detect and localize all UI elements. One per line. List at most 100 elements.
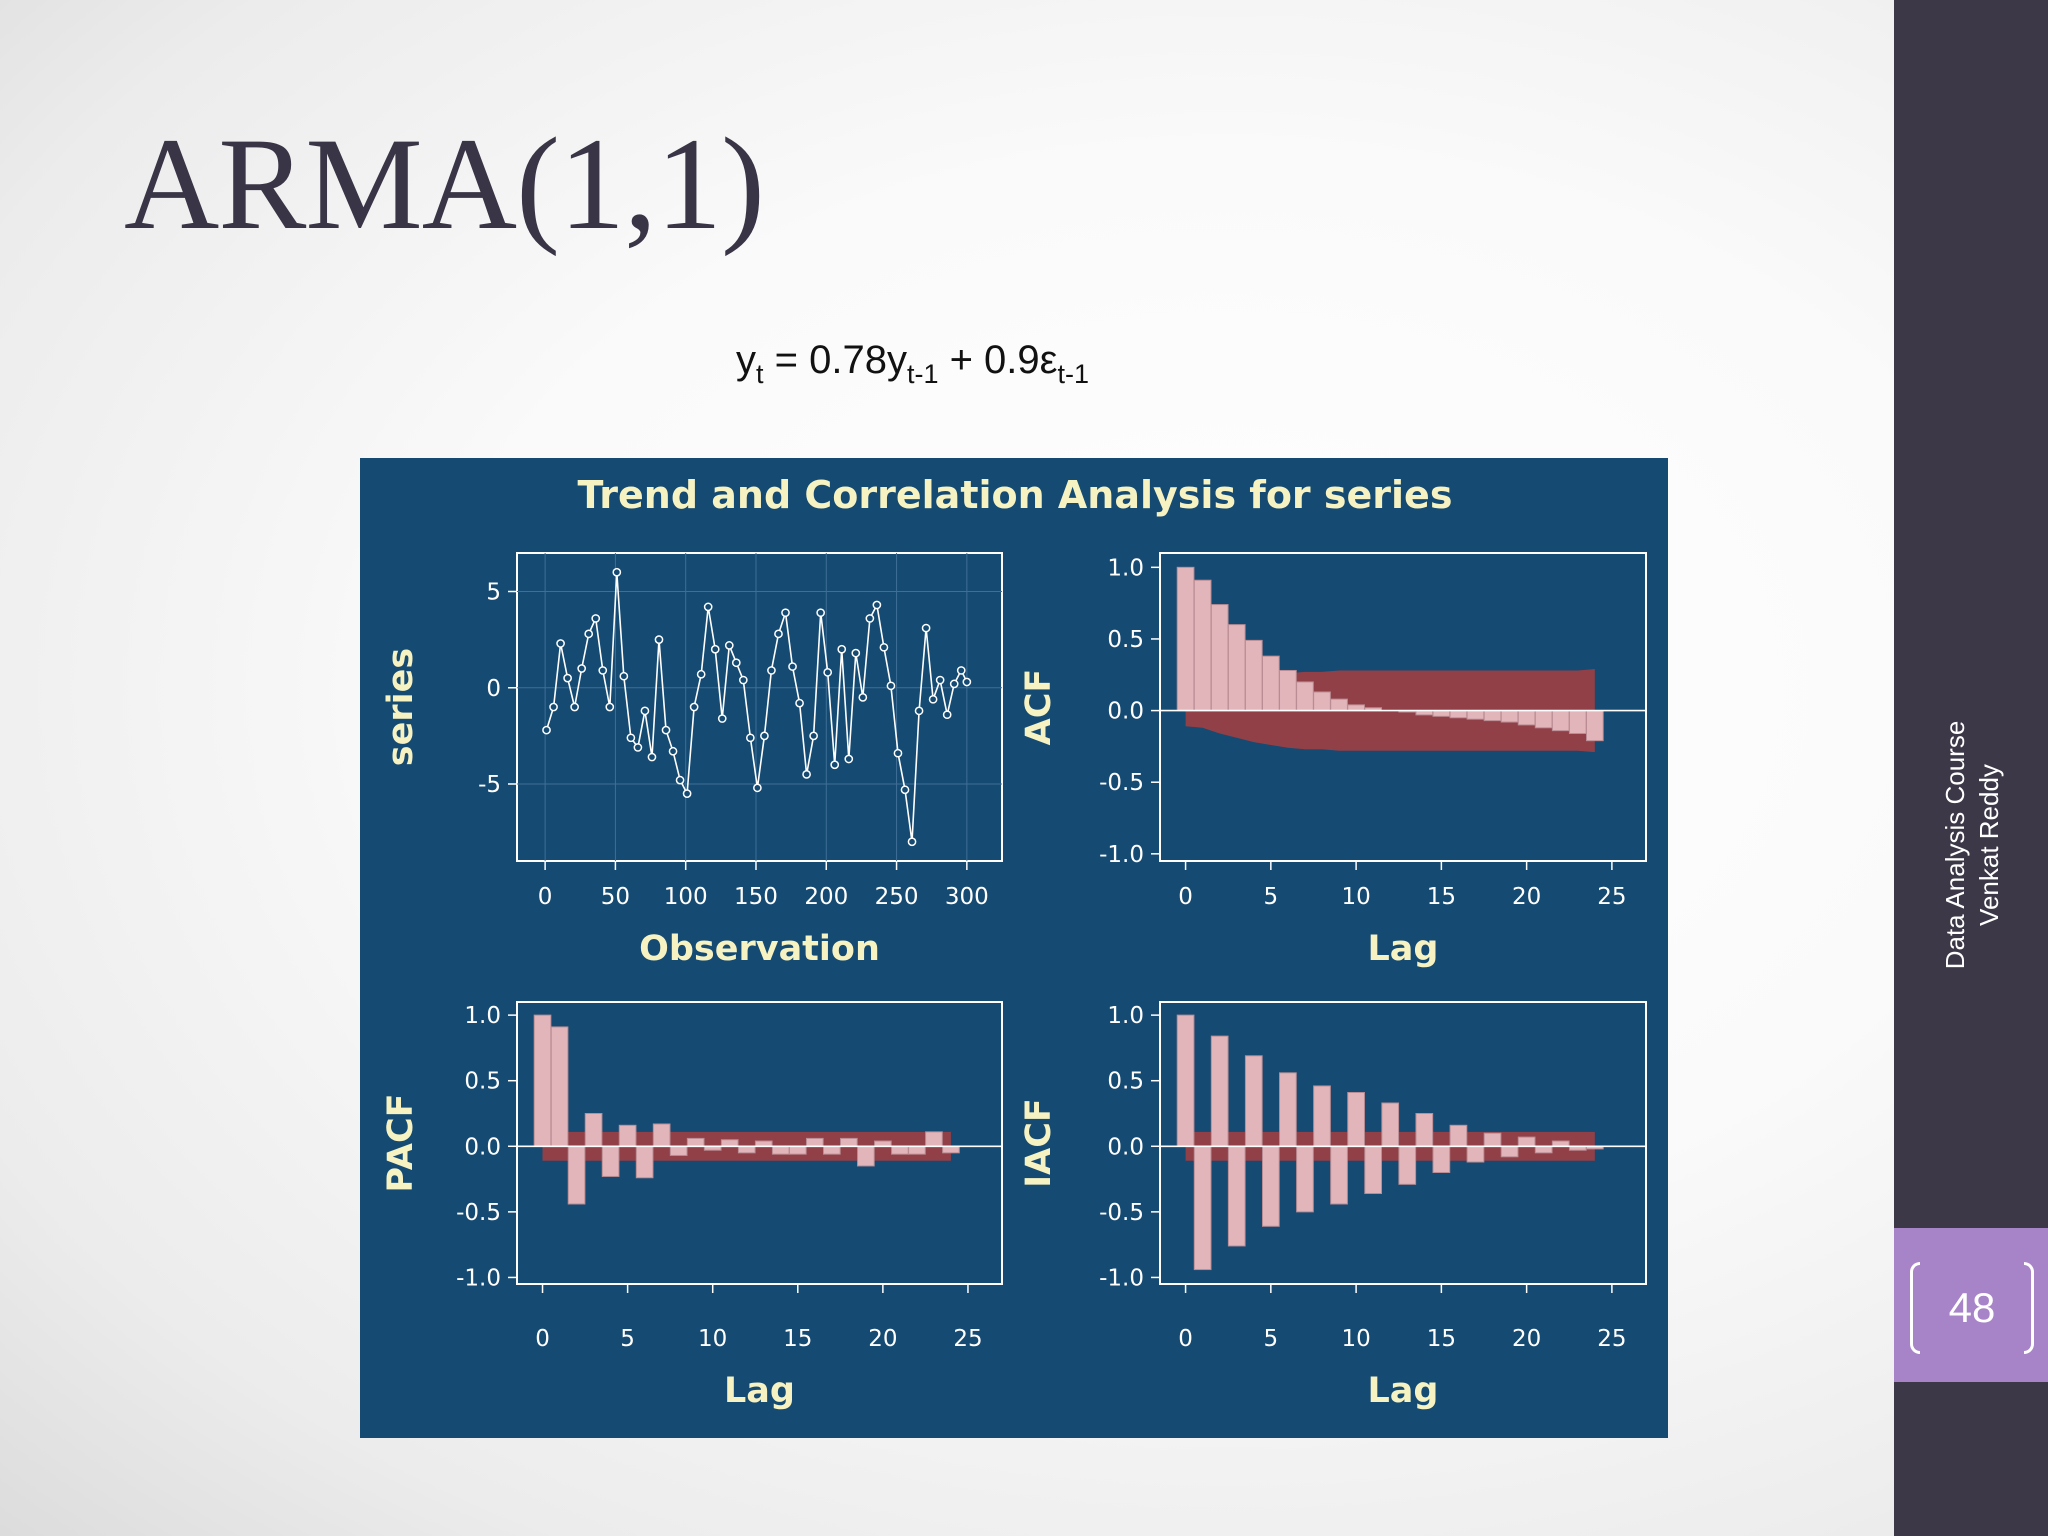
series-point	[746, 733, 755, 743]
page-bracket-left	[1910, 1262, 1920, 1354]
correlation-bar	[1347, 1092, 1365, 1147]
correlation-bar	[1210, 604, 1229, 712]
equation-ma-term: + 0.9ε	[938, 338, 1058, 382]
correlation-bar	[788, 1145, 807, 1155]
series-point	[879, 642, 889, 652]
correlation-bar	[652, 1123, 671, 1147]
correlation-bar	[1432, 710, 1451, 717]
series-point	[837, 644, 847, 654]
correlation-bar	[1415, 1112, 1434, 1147]
plot-frame	[516, 552, 1003, 862]
correlation-bar	[1551, 710, 1570, 732]
correlation-bar	[1261, 655, 1280, 712]
series-point	[774, 629, 783, 639]
series-point	[542, 725, 551, 735]
correlation-bar	[1227, 624, 1246, 712]
series-point	[633, 743, 643, 752]
x-tick-label: 10	[698, 1326, 727, 1352]
correlation-bar	[1176, 1014, 1195, 1147]
course-name: Data Analysis Course	[1940, 720, 1970, 970]
correlation-bar	[1210, 1035, 1229, 1147]
correlation-bar	[1193, 579, 1212, 712]
series-point	[907, 837, 917, 847]
page-number: 48	[1948, 1284, 1996, 1331]
equation-sub-t1-b: t-1	[1057, 359, 1090, 389]
x-tick-label: 5	[1264, 884, 1279, 910]
series-point	[851, 648, 861, 658]
series-point	[802, 770, 811, 779]
correlation-bar	[857, 1145, 875, 1167]
correlation-bar	[1534, 710, 1553, 729]
correlation-bar	[584, 1112, 603, 1147]
series-point	[668, 746, 678, 756]
series-point	[689, 702, 699, 712]
y-tick-label: 0.5	[1107, 1069, 1144, 1095]
series-point	[795, 698, 804, 708]
page-number-box	[1894, 1228, 2048, 1382]
series-point	[858, 693, 868, 702]
correlation-bar	[1449, 1124, 1468, 1147]
x-tick-label: 25	[953, 1326, 982, 1352]
series-point	[738, 675, 748, 685]
x-tick-label: 20	[1512, 1326, 1541, 1352]
x-tick-label: 10	[1341, 884, 1370, 910]
series-point	[682, 789, 692, 798]
equation-ar-term: = 0.78y	[763, 338, 907, 382]
x-tick-label: 50	[601, 884, 630, 910]
y-tick-label: -1.0	[1099, 1265, 1144, 1291]
x-tick-label: 200	[804, 884, 848, 910]
y-tick-label: 0.0	[1107, 699, 1144, 725]
correlation-bar	[1466, 1145, 1485, 1163]
y-tick-label: 0.5	[464, 1069, 501, 1095]
x-tick-label: 0	[535, 1326, 550, 1352]
correlation-bar	[737, 1145, 756, 1154]
y-axis-label: PACF	[381, 1093, 421, 1192]
equation-sub-t: t	[756, 359, 764, 389]
x-tick-label: 20	[868, 1326, 897, 1352]
plot-frame	[1159, 552, 1647, 862]
correlation-bar	[1568, 710, 1587, 735]
equation-sub-t1-a: t-1	[906, 359, 939, 389]
correlation-bar	[1398, 1145, 1417, 1185]
x-tick-label: 0	[538, 884, 553, 910]
x-tick-label: 25	[1597, 884, 1626, 910]
correlation-bar	[1176, 566, 1195, 712]
correlation-bar	[925, 1131, 943, 1147]
chart-panel-iacf: 1.0 0.5 0.0 -0.5 -1.0 0 5 10 15 20 25 Lag IACF	[1019, 1001, 1647, 1411]
correlation-bar	[822, 1145, 841, 1155]
author-name: Venkat Reddy	[1974, 764, 2004, 926]
y-tick-label: -0.5	[1099, 770, 1144, 796]
series-point	[598, 666, 608, 675]
y-tick-label: -5	[478, 772, 501, 798]
plot-frame	[1159, 1001, 1647, 1285]
x-axis-label: Observation	[639, 929, 880, 969]
series-point	[661, 725, 671, 735]
y-tick-label: -0.5	[1099, 1200, 1144, 1226]
correlation-bar	[1313, 691, 1331, 712]
correlation-bar	[1517, 1136, 1536, 1147]
series-point	[844, 754, 854, 764]
x-tick-label: 300	[945, 884, 989, 910]
x-tick-label: 150	[734, 884, 778, 910]
series-point	[703, 602, 713, 612]
correlation-bar	[1193, 1145, 1212, 1271]
correlation-bar	[1227, 1145, 1246, 1247]
plot-frame	[516, 1001, 1003, 1285]
analysis-chart-panel: Trend and Correlation Analysis for serie…	[360, 458, 1668, 1438]
correlation-bar	[1534, 1145, 1553, 1154]
series-point	[914, 706, 924, 716]
x-tick-label: 250	[875, 884, 919, 910]
x-tick-label: 0	[1178, 884, 1193, 910]
x-axis-label: Lag	[1368, 1371, 1439, 1411]
correlation-bar	[1483, 1132, 1502, 1147]
series-point	[605, 702, 615, 712]
series-point	[893, 748, 903, 758]
series-point	[760, 731, 769, 741]
correlation-bar	[669, 1145, 688, 1156]
chart-title: Trend and Correlation Analysis for serie…	[578, 473, 1453, 517]
series-point	[549, 702, 558, 712]
series-point	[886, 681, 896, 691]
series-point	[781, 608, 790, 618]
series-point	[753, 783, 762, 793]
series-point	[675, 775, 685, 785]
